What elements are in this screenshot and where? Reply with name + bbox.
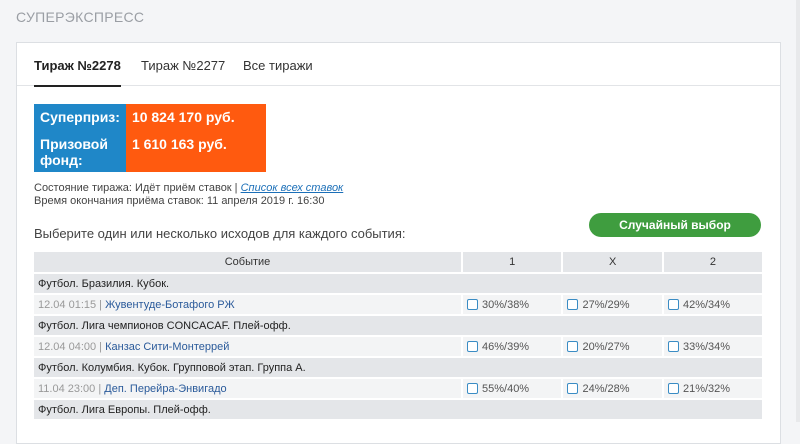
outcome-odds: 33%/34% [682, 340, 731, 353]
outcome-odds: 27%/29% [582, 298, 630, 311]
outcome-odds: 21%/32% [682, 382, 731, 395]
league-name: Футбол. Лига Европы. Плей-офф. [34, 399, 762, 421]
bet-end-time: Время окончания приёма ставок: 11 апреля… [34, 195, 325, 207]
league-row: Футбол. Бразилия. Кубок. [34, 273, 762, 295]
tabs: Тираж №2278 Тираж №2277 Все тиражи [17, 43, 780, 87]
outcome-checkbox[interactable] [467, 298, 478, 310]
outcome-checkbox[interactable] [567, 382, 579, 394]
tab-all-draws[interactable]: Все тиражи [243, 58, 313, 73]
outcome-odds: 24%/28% [582, 382, 630, 395]
draw-card: Тираж №2278 Тираж №2277 Все тиражи Супер… [16, 42, 781, 444]
header-1: 1 [462, 252, 564, 274]
header-x: X [562, 252, 664, 274]
draw-state: Состояние тиража: Идёт приём ставок | [34, 182, 238, 194]
match-time: 11.04 23:00 | [38, 382, 102, 395]
match-teams[interactable]: Канзас Сити-Монтеррей [105, 340, 230, 353]
events-table: Событие 1 X 2 Футбол. Бразилия. Кубок. 12… [34, 252, 762, 421]
match-teams[interactable]: Жувентуде-Ботафого РЖ [105, 298, 235, 311]
league-row: Футбол. Лига Европы. Плей-офф. [34, 399, 762, 421]
prize-fund-label: Призовой фонд: [34, 131, 126, 172]
superprize-label: Суперприз: [34, 104, 126, 131]
outcome-checkbox[interactable] [567, 340, 579, 352]
outcome-odds: 46%/39% [482, 340, 530, 353]
outcome-checkbox[interactable] [467, 340, 478, 352]
match-time: 12.04 04:00 | [38, 340, 103, 353]
outcome-checkbox[interactable] [667, 298, 679, 310]
match-row: 11.04 23:00 | Деп. Перейра-Энвигадо 55%/4… [34, 378, 762, 400]
tab-draw-2278[interactable]: Тираж №2278 [34, 58, 121, 87]
random-choice-button[interactable]: Случайный выбор [589, 213, 761, 237]
outcome-odds: 55%/40% [482, 382, 530, 395]
outcome-checkbox[interactable] [467, 382, 478, 394]
league-row: Футбол. Колумбия. Кубок. Групповой этап.… [34, 357, 762, 379]
outcome-odds: 30%/38% [482, 298, 530, 311]
page-title: СУПЕРЭКСПРЕСС [16, 9, 145, 25]
outcome-checkbox[interactable] [667, 340, 679, 352]
all-bets-link[interactable]: Список всех ставок [240, 182, 344, 194]
match-time: 12.04 01:15 | [38, 298, 103, 311]
league-name: Футбол. Колумбия. Кубок. Групповой этап.… [34, 357, 762, 379]
league-row: Футбол. Лига чемпионов CONCACAF. Плей-оф… [34, 315, 762, 337]
outcome-checkbox[interactable] [567, 298, 579, 310]
prize-table: Суперприз: 10 824 170 руб. Призовой фонд:… [34, 104, 266, 172]
header-event: Событие [34, 252, 463, 274]
superprize-value: 10 824 170 руб. [125, 104, 266, 131]
outcome-odds: 20%/27% [582, 340, 630, 353]
league-name: Футбол. Лига чемпионов CONCACAF. Плей-оф… [34, 315, 762, 337]
outcome-checkbox[interactable] [667, 382, 679, 394]
prize-fund-value: 1 610 163 руб. [125, 131, 266, 172]
match-row: 12.04 04:00 | Канзас Сити-Монтеррей 46%/3… [34, 336, 762, 358]
outcome-odds: 42%/34% [682, 298, 731, 311]
instruction-text: Выберите один или несколько исходов для … [34, 226, 406, 241]
league-name: Футбол. Бразилия. Кубок. [34, 273, 762, 295]
tab-draw-2277[interactable]: Тираж №2277 [141, 58, 226, 73]
match-teams[interactable]: Деп. Перейра-Энвигадо [104, 382, 227, 395]
match-row: 12.04 01:15 | Жувентуде-Ботафого РЖ 30%/3… [34, 294, 762, 316]
header-2: 2 [662, 252, 762, 274]
scrollbar[interactable] [796, 0, 800, 422]
draw-status: Состояние тиража: Идёт приём ставок | Сп… [34, 182, 343, 208]
